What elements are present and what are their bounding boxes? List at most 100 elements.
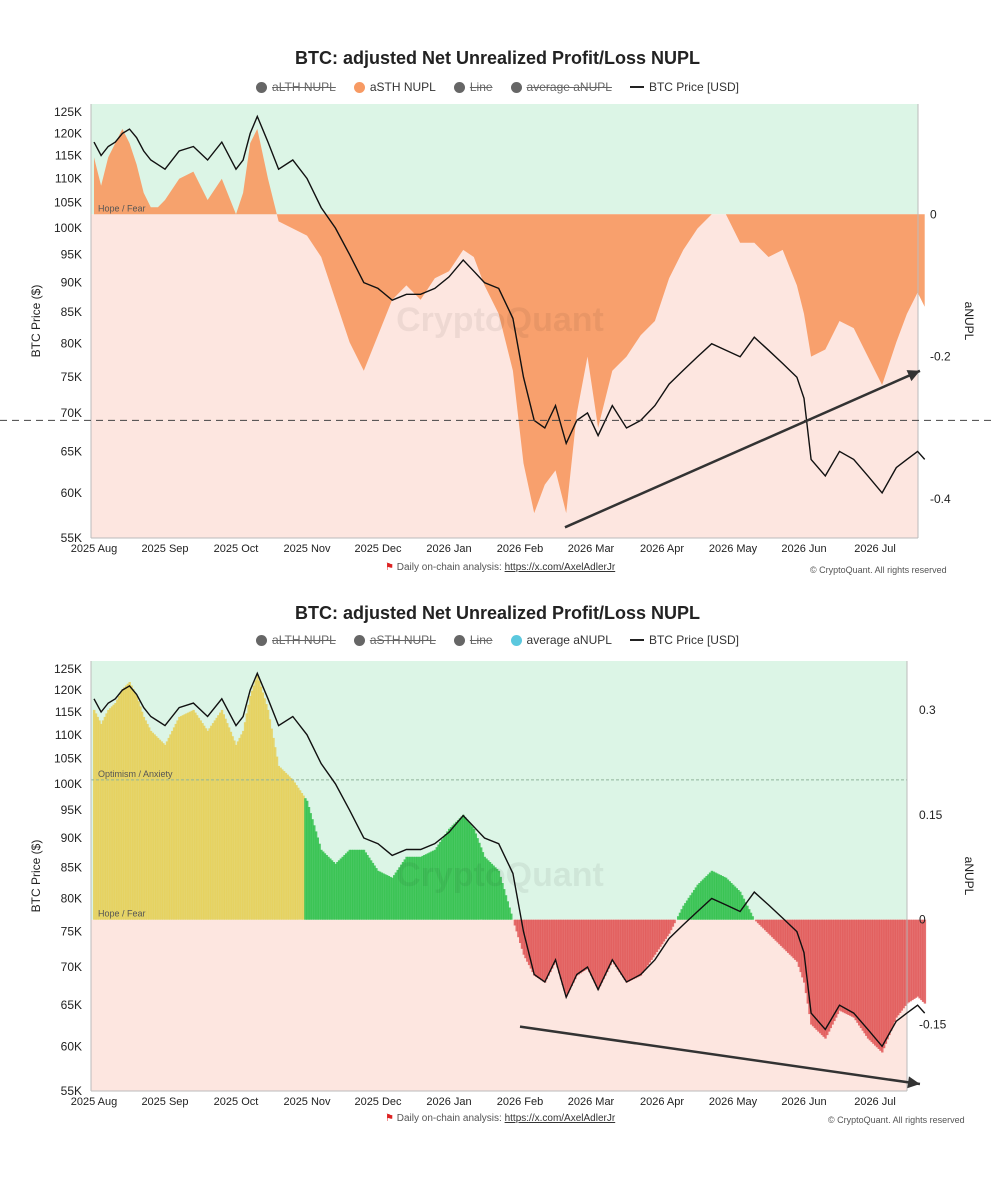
legend-item-average-anupl[interactable]: average aNUPL	[510, 80, 612, 94]
legend-item-alth-nupl[interactable]: aLTH NUPL	[256, 80, 336, 94]
anupl-bar	[646, 919, 650, 966]
footer-link[interactable]: https://x.com/AxelAdlerJr	[504, 562, 616, 573]
trend-arrowhead-icon	[906, 370, 920, 382]
watermark: CryptoQuant	[396, 301, 604, 339]
anupl-bar	[440, 839, 444, 920]
anupl-bar	[187, 712, 190, 920]
anupl-bar	[464, 817, 467, 920]
anupl-bar	[325, 855, 328, 920]
legend-dot-icon	[510, 634, 522, 646]
y-left-tick-label: 75K	[61, 925, 82, 939]
x-tick-label: 2025 Sep	[141, 1096, 188, 1108]
anupl-bar	[572, 919, 575, 983]
anupl-bar	[588, 919, 591, 973]
anupl-bar	[536, 919, 540, 978]
y-left-tick-label: 110K	[55, 172, 82, 186]
anupl-bar	[282, 771, 286, 920]
anupl-bar	[739, 891, 742, 920]
y-right-tick-label: 0	[930, 207, 937, 221]
x-tick-label: 2026 Apr	[640, 543, 684, 555]
legend-item-line[interactable]: Line	[453, 80, 493, 94]
x-tick-label: 2025 Aug	[71, 543, 118, 555]
anupl-bar	[840, 919, 843, 1012]
y-left-tick-label: 55K	[61, 1084, 82, 1098]
anupl-bar	[256, 675, 259, 920]
anupl-bar	[543, 919, 547, 983]
anupl-bar	[314, 831, 318, 920]
anupl-bar	[856, 919, 859, 1023]
legend-item-btc-price[interactable]: BTC Price [USD]	[629, 633, 739, 647]
anupl-bar	[348, 849, 351, 920]
legend-dot-icon	[453, 81, 465, 93]
footer-link[interactable]: https://x.com/AxelAdlerJr	[504, 1113, 616, 1124]
anupl-bar	[559, 919, 563, 980]
anupl-bar	[144, 720, 147, 920]
x-tick-label: 2026 Feb	[497, 543, 543, 555]
anupl-bar	[405, 856, 408, 920]
anupl-bar	[787, 919, 790, 953]
anupl-bar	[423, 855, 426, 920]
anupl-bar	[659, 919, 662, 947]
anupl-bar	[270, 728, 273, 920]
footer-analysis: ⚑ Daily on-chain analysis: https://x.com…	[385, 1113, 616, 1124]
anupl-bar	[705, 876, 708, 920]
anupl-bar	[790, 919, 793, 957]
anupl-bar	[744, 902, 747, 920]
y-right-tick-label: 0.3	[919, 703, 936, 717]
anupl-bar	[886, 919, 889, 1040]
anupl-bar	[570, 919, 573, 987]
anupl-bar	[527, 919, 531, 966]
anupl-bar	[723, 876, 726, 920]
legend-item-btc-price[interactable]: BTC Price [USD]	[629, 80, 739, 94]
anupl-bar	[100, 723, 103, 920]
anupl-bar	[884, 919, 888, 1044]
anupl-bar	[822, 919, 825, 1037]
anupl-bar	[590, 919, 593, 976]
anupl-bar	[433, 849, 437, 920]
anupl-bar	[238, 737, 241, 920]
y-left-tick-label: 110K	[55, 728, 82, 742]
anupl-bar	[900, 919, 903, 1011]
legend-item-asth-nupl[interactable]: aSTH NUPL	[353, 80, 436, 94]
anupl-bar	[164, 744, 167, 920]
anupl-bar	[288, 776, 291, 920]
y-left-tick-label: 95K	[61, 248, 82, 262]
anupl-bar	[751, 916, 754, 920]
legend-item-average-anupl[interactable]: average aNUPL	[510, 633, 612, 647]
anupl-bar	[881, 919, 884, 1053]
anupl-bar	[384, 874, 387, 920]
anupl-bar	[226, 723, 229, 920]
btc-price-line	[93, 671, 926, 1048]
anupl-bar	[677, 916, 680, 920]
anupl-bar	[403, 859, 406, 920]
anupl-bar	[836, 919, 840, 1015]
anupl-bar	[274, 747, 277, 920]
y-left-tick-label: 80K	[61, 891, 82, 905]
chart-panel-1: BTC: adjusted Net Unrealized Profit/Loss…	[0, 0, 995, 590]
anupl-bar	[755, 919, 758, 922]
x-tick-label: 2026 Jan	[426, 543, 471, 555]
anupl-bar	[616, 919, 619, 970]
anupl-bar	[783, 919, 786, 950]
anupl-bar	[526, 919, 529, 962]
y-left-tick-label: 90K	[61, 276, 82, 290]
x-tick-label: 2026 May	[709, 543, 758, 555]
anupl-bar	[636, 919, 639, 978]
anupl-bar	[655, 919, 659, 952]
anupl-bar	[251, 690, 254, 920]
legend-item-alth-nupl[interactable]: aLTH NUPL	[256, 633, 336, 647]
anupl-bar	[455, 821, 458, 920]
anupl-bar	[385, 875, 389, 920]
anupl-bar	[776, 919, 779, 943]
anupl-bar	[339, 858, 343, 920]
anupl-bar	[653, 919, 657, 955]
anupl-bar	[694, 887, 698, 920]
legend-item-line[interactable]: Line	[453, 633, 493, 647]
anupl-bar	[293, 782, 296, 920]
x-tick-label: 2025 Oct	[214, 543, 259, 555]
anupl-bar	[712, 871, 715, 920]
legend-item-asth-nupl[interactable]: aSTH NUPL	[353, 633, 436, 647]
anupl-bar	[563, 919, 566, 991]
anupl-bar	[128, 682, 131, 920]
anupl-bar	[352, 849, 355, 920]
